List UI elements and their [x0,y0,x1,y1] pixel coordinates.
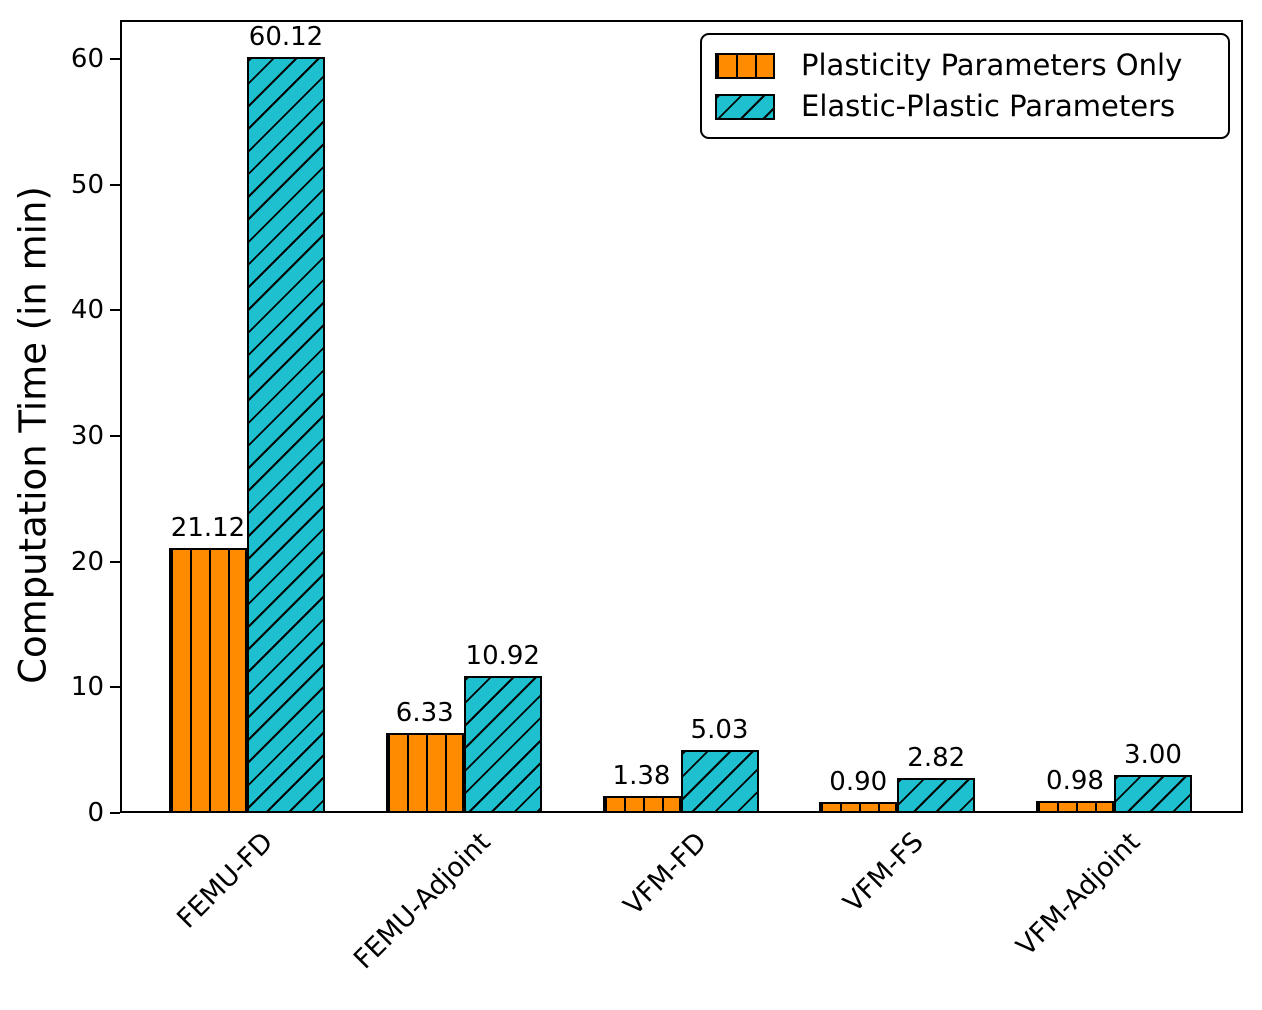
legend: Plasticity Parameters Only Elastic-Plast… [700,33,1230,139]
x-tick-label: VFM-FD [617,826,714,922]
legend-label-elastic-plastic: Elastic-Plastic Parameters [801,89,1176,123]
y-tick-mark [110,309,120,312]
bar-femu-fd-series1 [247,57,325,813]
y-tick-mark [110,183,120,186]
y-tick-label: 10 [70,672,104,703]
bar-vfm-fs-series1 [897,777,976,813]
bar-value-label: 1.38 [612,760,671,791]
bar-value-label: 60.12 [248,22,324,53]
bar-value-label: 5.03 [690,714,749,745]
y-tick-label: 30 [70,420,104,451]
y-tick-label: 40 [70,295,104,326]
y-tick-mark [110,686,120,689]
legend-swatch-plasticity-icon [715,52,775,79]
legend-label-plasticity: Plasticity Parameters Only [801,48,1183,82]
bar-value-label: 0.90 [829,766,888,797]
x-tick-label: VFM-FS [837,826,930,919]
bar-value-label: 6.33 [395,698,454,729]
bar-value-label: 0.98 [1046,765,1104,796]
bar-value-label: 21.12 [170,512,246,543]
x-tick-label: FEMU-FD [171,826,280,935]
y-tick-label: 20 [70,546,104,577]
bar-vfm-fd-series1 [680,749,759,813]
bar-value-label: 3.00 [1124,740,1182,771]
bar-femu-adjoint-series0 [385,733,464,813]
bar-femu-fd-series0 [169,547,247,813]
bar-value-label: 2.82 [907,742,966,773]
y-tick-mark [110,812,120,814]
y-tick-mark [110,560,120,563]
x-tick-label: FEMU-Adjoint [347,826,497,976]
y-tick-mark [110,57,120,60]
bar-vfm-adjoint-series1 [1114,775,1192,813]
y-tick-label: 60 [70,43,104,74]
y-tick-label: 0 [87,798,104,828]
bar-vfm-adjoint-series0 [1036,800,1114,813]
y-tick-mark [110,434,120,437]
bar-vfm-fd-series0 [602,795,681,813]
legend-swatch-elastic-plastic-icon [715,93,775,120]
legend-row: Plasticity Parameters Only [715,51,1214,80]
bar-femu-adjoint-series1 [463,675,542,813]
y-tick-label: 50 [70,169,104,200]
legend-row: Elastic-Plastic Parameters [715,92,1214,121]
bar-vfm-fs-series0 [819,801,898,813]
bar-value-label: 10.92 [465,640,540,671]
x-tick-label: VFM-Adjoint [1010,826,1147,963]
